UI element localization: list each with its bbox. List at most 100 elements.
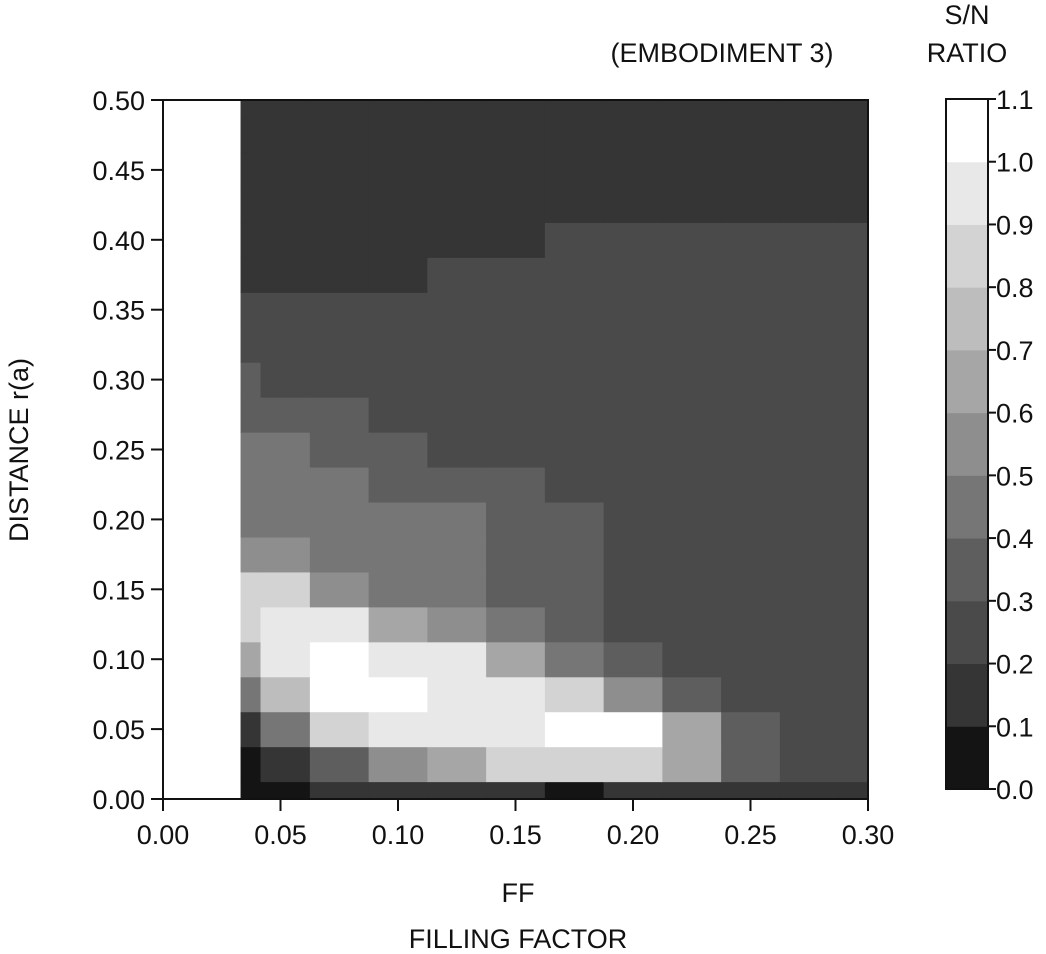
heatmap-cell — [486, 187, 545, 223]
heatmap-cell — [839, 117, 869, 153]
colorbar-label-line1: S/N — [944, 0, 989, 30]
x-tick-label: 0.20 — [607, 820, 660, 850]
heatmap-cell — [261, 397, 311, 433]
heatmap-cell — [241, 397, 262, 433]
heatmap-cell — [780, 397, 839, 433]
heatmap-cell — [261, 607, 311, 643]
heatmap-cell — [780, 782, 839, 800]
y-tick-label: 0.05 — [92, 715, 145, 745]
heatmap-cell — [310, 607, 369, 643]
heatmap-cell — [604, 607, 663, 643]
heatmap-cell — [780, 187, 839, 223]
heatmap-cell — [486, 747, 545, 783]
y-tick-label: 0.50 — [92, 86, 145, 116]
heatmap-cell — [839, 362, 869, 398]
heatmap-cell — [261, 117, 311, 153]
heatmap-cell — [780, 712, 839, 748]
y-tick-label: 0.25 — [92, 436, 145, 466]
heatmap-cell — [545, 362, 604, 398]
heatmap-cell — [310, 642, 369, 678]
heatmap-cell — [545, 397, 604, 433]
y-axis-title: DISTANCE r(a) — [4, 358, 34, 542]
heatmap-cell — [780, 572, 839, 608]
heatmap-cell — [721, 327, 780, 363]
heatmap-cell — [310, 397, 369, 433]
heatmap-cell — [545, 222, 604, 258]
heatmap-cell — [721, 572, 780, 608]
heatmap-cell — [261, 362, 311, 398]
heatmap-cell — [241, 607, 262, 643]
heatmap-cell — [310, 100, 369, 118]
heatmap-cell — [427, 117, 486, 153]
y-tick-label: 0.30 — [92, 366, 145, 396]
heatmap-cell — [604, 467, 663, 503]
heatmap-cell — [545, 187, 604, 223]
heatmap-cell — [545, 502, 604, 538]
heatmap-cell — [310, 537, 369, 573]
heatmap-cell — [427, 572, 486, 608]
heatmap-cell — [310, 572, 369, 608]
heatmap-cell — [261, 782, 311, 800]
heatmap-cell — [241, 152, 262, 188]
heatmap-cell — [369, 537, 428, 573]
heatmap-cell — [780, 432, 839, 468]
heatmap-cell — [427, 677, 486, 713]
heatmap-cell — [310, 782, 369, 800]
colorbar-segment — [946, 538, 988, 601]
heatmap-cell — [310, 327, 369, 363]
heatmap-cell — [241, 432, 262, 468]
heatmap-cell — [721, 712, 780, 748]
colorbar-tick-label: 0.7 — [996, 336, 1034, 366]
x-axis: 0.000.050.100.150.200.250.30 — [137, 799, 895, 850]
heatmap-cell — [839, 677, 869, 713]
heatmap-cell — [427, 607, 486, 643]
colorbar-segment — [946, 664, 988, 727]
heatmap-cell — [486, 100, 545, 118]
y-axis: 0.000.050.100.150.200.250.300.350.400.45… — [92, 86, 163, 815]
heatmap-cell — [721, 747, 780, 783]
colorbar-segment — [946, 287, 988, 350]
heatmap-cell — [545, 257, 604, 293]
heatmap-cell — [486, 362, 545, 398]
heatmap-cell — [662, 362, 721, 398]
heatmap-cell — [604, 397, 663, 433]
heatmap-cell — [486, 117, 545, 153]
heatmap-cell — [721, 467, 780, 503]
heatmap-cell — [780, 152, 839, 188]
heatmap-cell — [545, 782, 604, 800]
heatmap-cell — [721, 537, 780, 573]
heatmap-cell — [721, 100, 780, 118]
heatmap-cell — [427, 467, 486, 503]
heatmap-cell — [310, 502, 369, 538]
heatmap-cell — [545, 607, 604, 643]
heatmap-cell — [241, 187, 262, 223]
y-tick-label: 0.00 — [92, 785, 145, 815]
heatmap-cell — [662, 292, 721, 328]
heatmap-cell — [261, 257, 311, 293]
heatmap-cell — [721, 607, 780, 643]
heatmap-cell — [261, 712, 311, 748]
heatmap-cell — [486, 257, 545, 293]
heatmap-cell — [369, 747, 428, 783]
colorbar-segment — [946, 413, 988, 476]
heatmap-cell — [310, 677, 369, 713]
heatmap-cell — [369, 642, 428, 678]
heatmap-cell — [241, 467, 262, 503]
x-tick-label: 0.00 — [137, 820, 190, 850]
heatmap-cell — [486, 222, 545, 258]
heatmap-cell — [427, 537, 486, 573]
colorbar-tick-label: 1.1 — [996, 85, 1034, 115]
colorbar-segment — [946, 475, 988, 538]
heatmap-cells — [241, 100, 869, 800]
y-tick-label: 0.40 — [92, 226, 145, 256]
heatmap-cell — [662, 152, 721, 188]
heatmap-cell — [604, 642, 663, 678]
heatmap-cell — [780, 222, 839, 258]
colorbar-tick-label: 0.0 — [996, 775, 1034, 805]
heatmap-cell — [241, 502, 262, 538]
heatmap-cell — [604, 432, 663, 468]
y-tick-label: 0.35 — [92, 296, 145, 326]
heatmap-cell — [427, 257, 486, 293]
colorbar-tick-label: 0.4 — [996, 524, 1034, 554]
heatmap-cell — [427, 747, 486, 783]
